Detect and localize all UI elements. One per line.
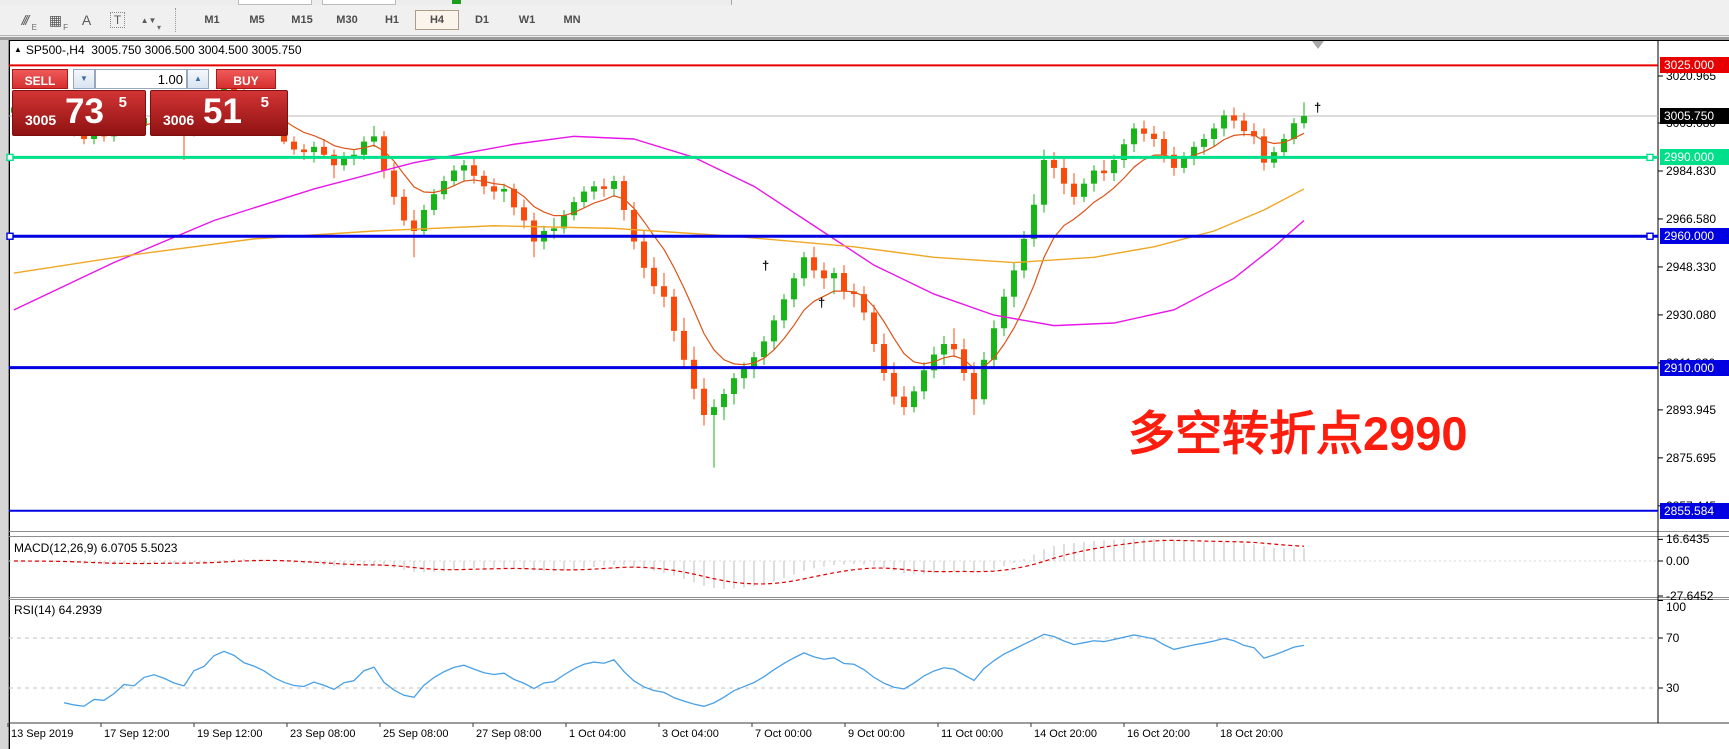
collapse-arrow-icon[interactable]: ▲ <box>14 45 22 54</box>
time-axis-label: 27 Sep 08:00 <box>476 728 542 740</box>
toolbar: ///E ▦ F A T ▲▼ ▾ M1 M5 M15 M30 H1 H4 D1 W1 MN <box>0 5 1729 36</box>
left-gutter <box>0 40 9 749</box>
time-axis-label: 25 Sep 08:00 <box>383 728 449 740</box>
buy-button[interactable]: BUY <box>216 69 276 89</box>
price-tick-label: 2893.945 <box>1666 402 1717 417</box>
trade-panel-controls: SELL ▼ ▲ BUY <box>12 69 288 89</box>
chart-header: ▲ SP500-,H4 3005.750 3006.500 3004.500 30… <box>14 43 302 57</box>
rsi-label: RSI(14) 64.2939 <box>14 603 103 617</box>
volume-input[interactable] <box>95 69 187 89</box>
chart-cross-marker[interactable]: † <box>762 258 770 273</box>
timeframe-buttons: M1 M5 M15 M30 H1 H4 D1 W1 MN <box>190 10 595 30</box>
ask-price-fraction: 5 <box>260 94 269 111</box>
price-tick-label: 2984.830 <box>1666 163 1717 178</box>
chart-window[interactable] <box>9 40 1729 749</box>
time-axis-label: 9 Oct 00:00 <box>848 728 905 740</box>
rsi-axis-label: 100 <box>1666 600 1687 614</box>
price-tick-label: 2930.080 <box>1666 307 1717 322</box>
bid-price-fraction: 5 <box>118 94 127 111</box>
macd-label: MACD(12,26,9) 6.0705 5.5023 <box>14 541 178 555</box>
chart-symbol-title: SP500-,H4 <box>25 43 85 57</box>
draw-style-icon[interactable]: ///E <box>21 12 37 32</box>
time-axis-label: 13 Sep 2019 <box>11 728 74 740</box>
ask-price-display[interactable]: 3006 51 5 <box>150 90 288 136</box>
timeframe-button-d1[interactable]: D1 <box>474 14 490 26</box>
ask-price-pips: 51 <box>203 92 242 131</box>
price-badge-2960.000: 2960.000 <box>1660 228 1729 245</box>
time-axis-label: 19 Sep 12:00 <box>197 728 263 740</box>
text-box-icon[interactable]: T <box>103 8 132 32</box>
grid-pattern-icon[interactable]: ▦ F <box>48 11 68 33</box>
toolbar-icons: ///E ▦ F A T ▲▼ ▾ <box>10 8 165 33</box>
price-tick-label: 2948.330 <box>1666 259 1717 274</box>
timeframe-button-m30[interactable]: M30 <box>336 14 358 26</box>
time-axis-label: 18 Oct 20:00 <box>1220 728 1283 740</box>
timeframe-button-h4[interactable]: H4 <box>415 10 459 30</box>
price-badge-2910.000: 2910.000 <box>1660 359 1729 376</box>
price-tick-label: 2875.695 <box>1666 450 1717 465</box>
timeframe-button-m5[interactable]: M5 <box>249 14 265 26</box>
macd-axis-label: -27.6452 <box>1666 589 1714 603</box>
timeframe-button-h1[interactable]: H1 <box>384 14 400 26</box>
time-axis-label: 3 Oct 04:00 <box>662 728 719 740</box>
text-label-icon[interactable]: A <box>81 12 92 28</box>
time-axis-label: 14 Oct 20:00 <box>1034 728 1097 740</box>
sliver-box <box>322 0 396 5</box>
time-axis-label: 1 Oct 04:00 <box>569 728 626 740</box>
window-top-strip <box>0 37 1729 40</box>
price-badge-2990.000: 2990.000 <box>1660 149 1729 166</box>
price-badge-2855.584: 2855.584 <box>1660 502 1729 519</box>
bid-price-pips: 73 <box>65 92 104 131</box>
price-tick-label: 2966.580 <box>1666 211 1717 226</box>
volume-decrease-stepper[interactable]: ▼ <box>73 69 95 89</box>
sell-button[interactable]: SELL <box>12 69 68 89</box>
rsi-axis-label: 30 <box>1666 681 1680 695</box>
sliver-green-indicator <box>452 0 461 4</box>
price-badge-3025.000: 3025.000 <box>1660 57 1729 74</box>
macd-axis-label: 0.00 <box>1666 554 1690 568</box>
chart-cross-marker[interactable]: † <box>1314 100 1322 115</box>
chart-ohlc-values: 3005.750 3006.500 3004.500 3005.750 <box>91 43 302 57</box>
timeframe-button-w1[interactable]: W1 <box>518 14 536 26</box>
rsi-axis-label: 70 <box>1666 631 1680 645</box>
cursor-style-icon[interactable]: ▲▼ ▾ <box>140 15 161 33</box>
chart-cross-marker[interactable]: † <box>818 295 826 310</box>
timeframe-button-mn[interactable]: MN <box>563 14 581 26</box>
toolbar-separator <box>175 8 182 32</box>
bid-price-stem: 3005 <box>25 112 57 128</box>
sliver-box <box>238 0 312 5</box>
price-badge-3005.750: 3005.750 <box>1660 107 1729 124</box>
volume-increase-stepper[interactable]: ▲ <box>187 69 209 89</box>
time-axis-label: 11 Oct 00:00 <box>941 728 1004 740</box>
macd-axis-label: 16.6435 <box>1666 532 1710 547</box>
time-axis-label: 23 Sep 08:00 <box>290 728 356 740</box>
timeframe-button-m1[interactable]: M1 <box>204 14 220 26</box>
trade-panel-prices: 3005 73 5 3006 51 5 <box>12 90 288 136</box>
timeframe-button-m15[interactable]: M15 <box>291 14 313 26</box>
ask-price-stem: 3006 <box>163 112 195 128</box>
bid-price-display[interactable]: 3005 73 5 <box>12 90 146 136</box>
time-axis-label: 7 Oct 00:00 <box>755 728 812 740</box>
one-click-trade-panel: SELL ▼ ▲ BUY 3005 73 5 3006 51 5 <box>12 66 288 136</box>
time-axis-label: 17 Sep 12:00 <box>104 728 170 740</box>
time-axis-label: 16 Oct 20:00 <box>1127 728 1190 740</box>
chart-annotation-text: 多空转折点2990 <box>1128 407 1468 460</box>
